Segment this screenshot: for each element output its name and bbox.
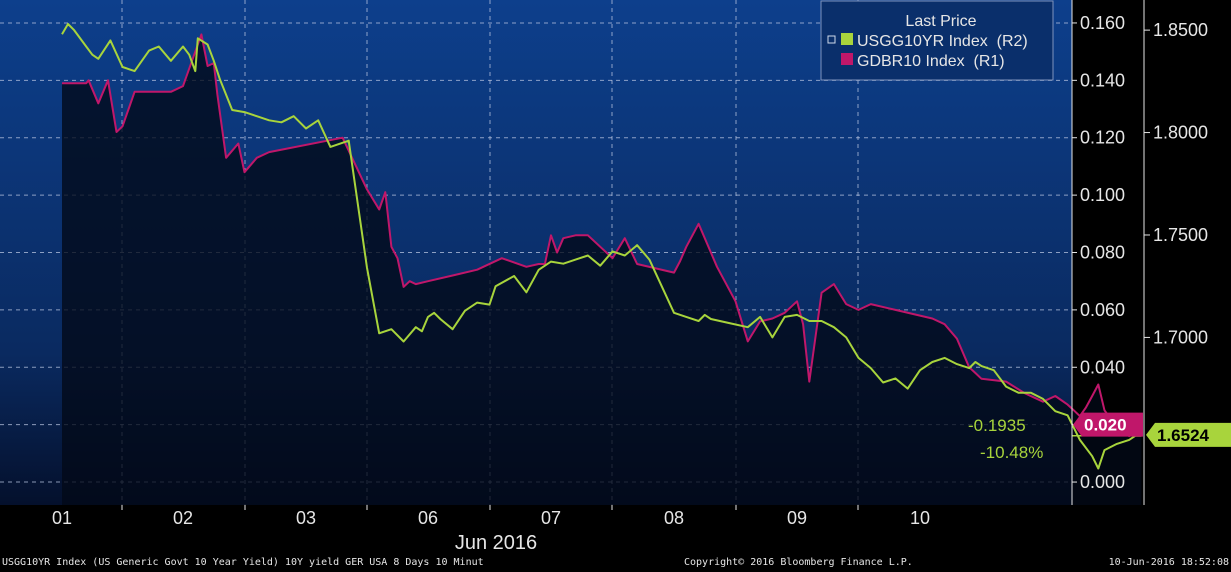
x-axis-label: Jun 2016: [455, 532, 537, 554]
footer-timestamp: 10-Jun-2016 18:52:08: [1108, 557, 1229, 568]
legend-box: [820, 0, 1054, 81]
footer-bar: USGG10YR Index (US Generic Govt 10 Year …: [0, 556, 1231, 572]
axis-panel-bottom: [0, 505, 1231, 556]
legend-gdbr-swatch: [841, 53, 853, 65]
left-axis-tick-label: 0.160: [1080, 13, 1125, 33]
right-axis-tick-label: 1.8000: [1153, 123, 1208, 143]
right-axis-tick-label: 1.7500: [1153, 225, 1208, 245]
x-axis-tick-label: 02: [173, 508, 193, 528]
gdbr-area-fill: [62, 34, 1142, 506]
gdbr-tag-text: 0.020: [1084, 416, 1127, 435]
x-axis-tick-label: 01: [52, 508, 72, 528]
change-annotation: -0.1935: [968, 416, 1026, 435]
x-axis-tick-label: 06: [418, 508, 438, 528]
right-axis-ticks: 1.7000 1.7500 1.8000 1.8500: [1144, 20, 1208, 347]
left-axis-tick-label: 0.040: [1080, 357, 1125, 377]
left-axis-tick-label: 0.100: [1080, 185, 1125, 205]
x-axis-tick-label: 03: [296, 508, 316, 528]
usgg-last-price-tag: 1.6524: [1146, 422, 1231, 447]
gdbr-last-price-tag: 0.020: [1073, 412, 1143, 437]
gdbr10-series-line: [62, 33, 1143, 438]
x-axis-tick-label: 07: [541, 508, 561, 528]
footer-description: USGG10YR Index (US Generic Govt 10 Year …: [2, 557, 484, 568]
usgg-tag-text: 1.6524: [1157, 426, 1210, 445]
gdbr-tag-shape: [1073, 412, 1143, 437]
legend-usgg-swatch: [841, 33, 853, 45]
dual-axis-line-chart: 0.000 0.020 0.040 0.060 0.080 0.100 0.120 0.140…: [0, 0, 1231, 556]
usgg-tag-shape: [1146, 422, 1231, 447]
legend-title: Last Price: [905, 13, 976, 30]
legend-expand-icon[interactable]: [827, 35, 836, 44]
left-axis-tick-label: 0.140: [1080, 70, 1125, 90]
legend-usgg-label: USGG10YR Index (R2): [857, 33, 1028, 50]
left-axis-tick-label: 0.080: [1080, 243, 1125, 263]
x-axis-tick-label: 09: [787, 508, 807, 528]
left-axis-tick-label: 0.120: [1080, 128, 1125, 148]
left-axis-tick-label: 0.000: [1080, 472, 1125, 492]
pct-change-annotation: -10.48%: [980, 443, 1043, 462]
legend: Last Price USGG10YR Index (R2) GDBR10 In…: [820, 0, 1054, 81]
usgg10yr-series-line: [61, 23, 1142, 470]
x-axis-ticks: 01 02 03 06 07 08 09 10: [52, 505, 930, 528]
footer-copyright: Copyright© 2016 Bloomberg Finance L.P.: [684, 557, 913, 568]
left-axis-tick-label: 0.060: [1080, 300, 1125, 320]
x-axis-tick-label: 08: [664, 508, 684, 528]
x-axis-tick-label: 10: [910, 508, 930, 528]
right-axis-tick-label: 1.8500: [1153, 20, 1208, 40]
legend-gdbr-label: GDBR10 Index (R1): [857, 53, 1005, 70]
right-axis-tick-label: 1.7000: [1153, 327, 1208, 347]
